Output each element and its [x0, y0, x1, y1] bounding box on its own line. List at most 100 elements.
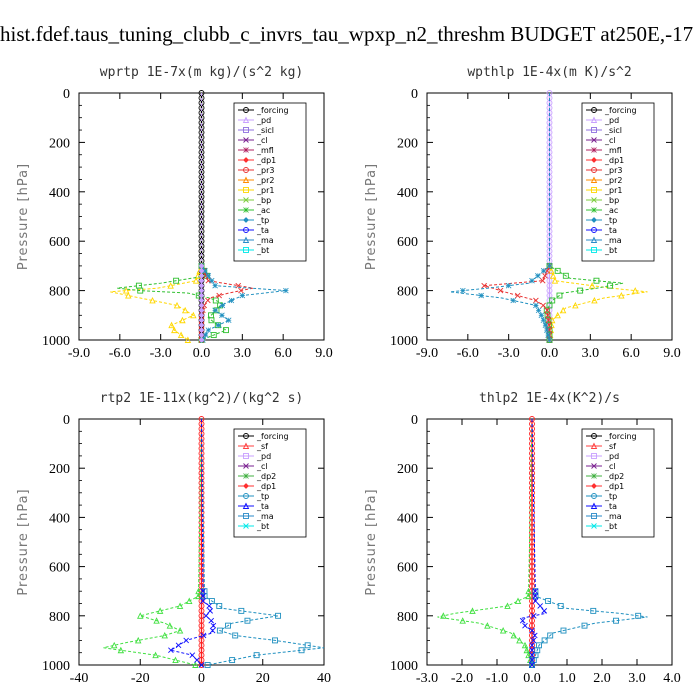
y-tick-label: 400 — [397, 511, 418, 526]
y-tick-label: 200 — [397, 136, 418, 151]
legend-entry: _dp2 — [256, 472, 276, 481]
series-line — [549, 93, 648, 341]
series-point — [239, 292, 246, 299]
series-line — [169, 418, 215, 666]
legend-box — [581, 102, 655, 262]
series-point — [542, 272, 548, 279]
chart-panel: wprtp 1E-7x(m kg)/(s^2 kg) Pressure [hPa]… — [16, 65, 333, 361]
series-point — [195, 592, 202, 600]
legend-entry: _bt — [604, 522, 617, 531]
series-point — [529, 627, 535, 634]
legend-entry: _sf — [256, 442, 268, 451]
y-tick-label: 200 — [49, 462, 70, 477]
series-point — [469, 607, 476, 614]
series-point — [531, 632, 538, 639]
series-point — [635, 612, 642, 619]
chart-panel: thlp2 1E-4x(K^2)/s Pressure [hPa] -3.0 -2.0… — [364, 391, 681, 686]
x-tick-label: -9.0 — [416, 346, 438, 361]
series-point — [192, 661, 199, 668]
legend-entry: _dp2 — [604, 472, 624, 481]
series-point — [200, 588, 206, 595]
y-tick-label: 400 — [49, 511, 70, 526]
legend-swatch-marker — [243, 127, 249, 133]
legend-swatch-marker — [243, 493, 249, 499]
series-point — [546, 327, 553, 333]
legend-entry: _pd — [604, 452, 619, 461]
panel-title: wprtp 1E-7x(m kg)/(s^2 kg) — [100, 65, 304, 80]
legend-entry: _pr3 — [256, 166, 274, 175]
y-tick-label: 1000 — [42, 334, 70, 349]
series-point — [208, 277, 215, 284]
legend-swatch-marker — [242, 116, 250, 123]
legend-entry: _forcing — [256, 432, 289, 441]
y-tick-label: 800 — [49, 285, 70, 300]
legend-swatch-marker — [243, 197, 249, 203]
series-point — [541, 608, 548, 614]
series-point — [532, 593, 539, 599]
series-point — [173, 277, 180, 284]
series-point — [219, 312, 225, 319]
series-point — [532, 588, 539, 595]
legend-entry: _cl — [256, 136, 268, 145]
panel-title: rtp2 1E-11x(kg^2)/(kg^2 s) — [100, 391, 304, 406]
series-point — [179, 316, 186, 324]
legend-box — [233, 102, 307, 262]
series-point — [238, 287, 244, 294]
series-point — [459, 617, 466, 624]
legend-swatch-marker — [591, 433, 597, 439]
series-point — [545, 317, 552, 324]
series-point — [176, 602, 184, 609]
series-point — [176, 627, 184, 634]
legend-entry: _ac — [256, 206, 270, 215]
legend-entry: _tp — [604, 492, 617, 501]
x-tick-label: -6.0 — [457, 346, 479, 361]
series-point — [556, 292, 563, 299]
series-point — [275, 612, 282, 619]
series-point — [117, 646, 125, 654]
series-point — [152, 651, 159, 659]
series-point — [229, 657, 236, 664]
series-point — [122, 287, 130, 294]
x-tick-label: 0 — [198, 671, 205, 686]
series-point — [304, 642, 311, 649]
y-axis-label: Pressure [hPa] — [364, 163, 379, 270]
legend-swatch-marker — [591, 247, 597, 253]
legend-swatch-marker — [243, 167, 249, 173]
series-line — [103, 418, 202, 666]
legend-swatch-marker — [590, 116, 598, 123]
series-point — [168, 647, 174, 654]
series-point — [272, 637, 278, 644]
series-point — [529, 662, 535, 668]
legend-swatch-marker — [243, 187, 249, 193]
legend-swatch-marker — [243, 157, 249, 163]
series-point — [521, 641, 529, 649]
legend-swatch-marker — [591, 523, 597, 529]
legend-swatch-marker — [243, 463, 249, 469]
chart-panel: rtp2 1E-11x(kg^2)/(kg^2 s) Pressure [hPa]… — [16, 391, 331, 686]
series-point — [530, 612, 537, 619]
series-point — [548, 267, 555, 274]
legend-swatch-marker — [243, 247, 249, 253]
series-point — [205, 272, 212, 279]
x-tick-label: -3.0 — [150, 346, 172, 361]
x-tick-label: 40 — [317, 671, 331, 686]
legend-swatch-marker — [243, 207, 249, 213]
x-tick-label: 3.0 — [582, 346, 600, 361]
series-point — [192, 277, 200, 284]
legend-entry: _pr2 — [604, 176, 622, 185]
series-point — [525, 651, 532, 659]
series-point — [110, 641, 118, 649]
legend-entry: _bt — [604, 246, 617, 255]
series-point — [460, 287, 466, 294]
legend-entry: _ma — [604, 236, 622, 245]
legend-entry: _ta — [256, 226, 269, 235]
x-tick-label: 4.0 — [663, 671, 681, 686]
series-point — [546, 337, 553, 343]
series-point — [545, 598, 552, 604]
legend-swatch-marker — [591, 147, 597, 153]
legend-swatch-marker — [591, 157, 597, 163]
legend-entry: _cl — [604, 136, 616, 145]
y-tick-label: 600 — [397, 561, 418, 576]
legend-swatch-marker — [590, 176, 598, 183]
legend-swatch-marker — [243, 433, 249, 439]
